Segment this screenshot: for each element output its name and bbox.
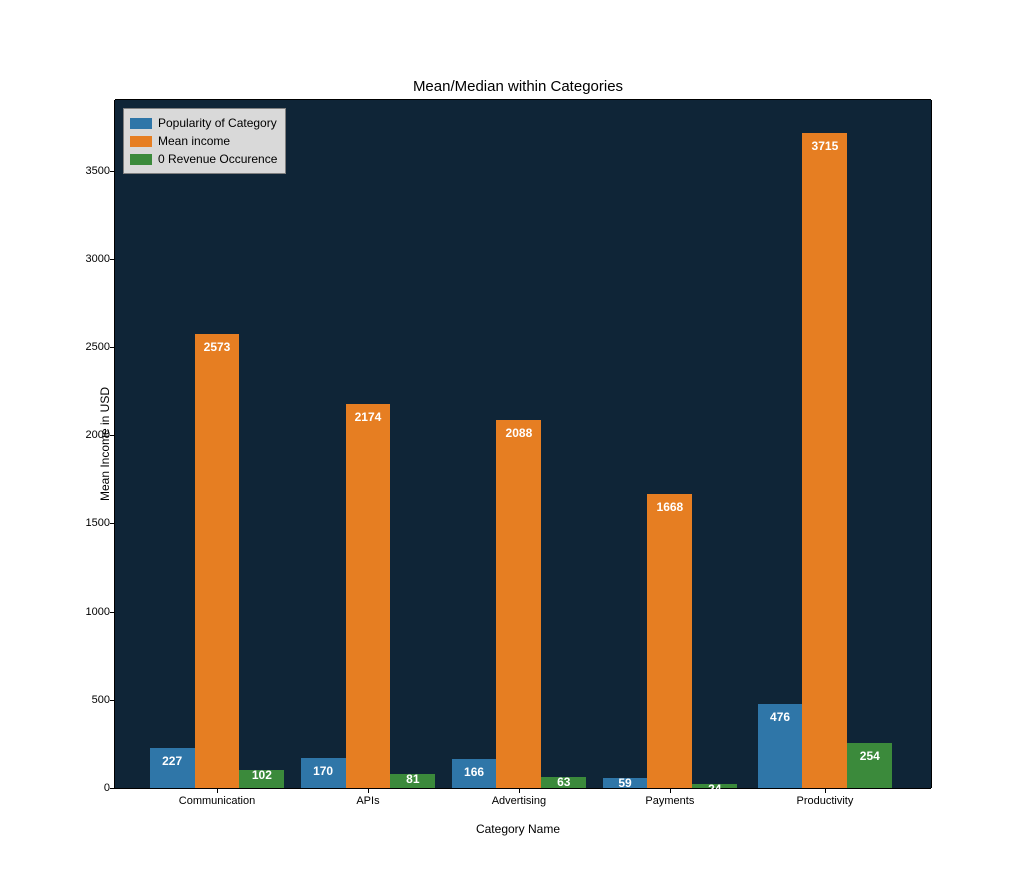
y-axis-label: Mean Income in USD [98, 387, 112, 501]
legend-swatch [130, 118, 152, 129]
x-tick-mark [825, 788, 826, 793]
bar-value-label: 102 [252, 768, 272, 782]
y-tick-label: 500 [92, 694, 110, 706]
y-tick-label: 1000 [86, 606, 110, 618]
x-tick-label: Communication [179, 795, 255, 807]
chart-title: Mean/Median within Categories [0, 78, 1036, 95]
bar-value-label: 59 [618, 776, 631, 790]
x-tick-mark [368, 788, 369, 793]
y-tick-mark [110, 700, 115, 701]
y-tick-mark [110, 347, 115, 348]
bar-value-label: 24 [708, 782, 721, 796]
x-tick-label: Payments [645, 795, 694, 807]
bar-value-label: 170 [313, 764, 333, 778]
bar-value-label: 254 [860, 749, 880, 763]
y-tick-mark [110, 612, 115, 613]
axis-right [931, 100, 932, 788]
plot-area: 227 170 166 59 476 2573 2174 2088 1668 3715 102 81 6… [115, 100, 931, 788]
bar-value-label: 2174 [355, 410, 382, 424]
bar [346, 404, 391, 788]
y-tick-mark [110, 435, 115, 436]
y-tick-label: 3500 [86, 165, 110, 177]
bar [647, 494, 692, 788]
y-tick-label: 2500 [86, 341, 110, 353]
legend-item: Mean income [130, 132, 277, 150]
legend-label: 0 Revenue Occurence [158, 152, 277, 166]
bar [496, 420, 541, 788]
x-tick-label: Advertising [492, 795, 546, 807]
legend-label: Popularity of Category [158, 116, 277, 130]
bar-value-label: 2088 [506, 426, 533, 440]
axis-bottom [115, 788, 931, 789]
x-tick-label: APIs [356, 795, 379, 807]
bar-value-label: 476 [770, 710, 790, 724]
legend-item: 0 Revenue Occurence [130, 150, 277, 168]
bar [195, 334, 240, 788]
x-tick-mark [519, 788, 520, 793]
x-tick-mark [217, 788, 218, 793]
bar-value-label: 166 [464, 765, 484, 779]
bar-value-label: 63 [557, 775, 570, 789]
legend-label: Mean income [158, 134, 230, 148]
bar-value-label: 1668 [657, 500, 684, 514]
y-tick-mark [110, 171, 115, 172]
legend-swatch [130, 136, 152, 147]
y-tick-mark [110, 259, 115, 260]
y-tick-mark [110, 523, 115, 524]
y-tick-label: 1500 [86, 517, 110, 529]
legend-swatch [130, 154, 152, 165]
y-tick-label: 2000 [86, 429, 110, 441]
y-tick-label: 3000 [86, 253, 110, 265]
x-tick-label: Productivity [796, 795, 853, 807]
bar-value-label: 227 [162, 754, 182, 768]
legend-item: Popularity of Category [130, 114, 277, 132]
legend: Popularity of Category Mean income 0 Reven… [123, 108, 286, 174]
chart-container: Mean/Median within Categories Mean Incom… [0, 0, 1036, 884]
bar [802, 133, 847, 788]
bar-value-label: 3715 [812, 139, 839, 153]
bar-value-label: 2573 [204, 340, 231, 354]
bar-value-label: 81 [406, 772, 419, 786]
y-tick-mark [110, 788, 115, 789]
x-axis-label: Category Name [0, 822, 1036, 836]
x-tick-mark [670, 788, 671, 793]
